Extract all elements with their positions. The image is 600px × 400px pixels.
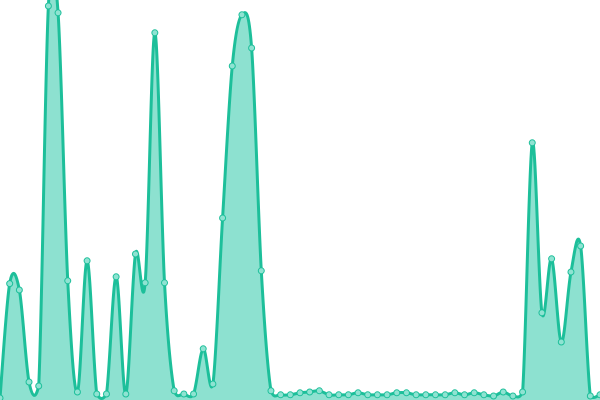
data-point-2 (15, 286, 23, 294)
data-point-60 (577, 242, 585, 250)
data-point-51 (490, 392, 498, 400)
data-point-57 (548, 255, 556, 263)
data-point-10 (93, 390, 101, 398)
data-point-47 (451, 389, 459, 397)
data-point-7 (64, 277, 72, 285)
data-point-44 (422, 391, 430, 399)
data-point-3 (25, 378, 33, 386)
data-point-19 (180, 390, 188, 398)
data-point-41 (393, 389, 401, 397)
data-point-26 (248, 44, 256, 52)
data-point-38 (364, 391, 372, 399)
data-point-25 (238, 11, 246, 19)
data-point-0 (0, 394, 4, 400)
data-point-30 (286, 391, 294, 399)
data-point-42 (402, 389, 410, 397)
data-point-8 (73, 388, 81, 396)
data-point-35 (335, 391, 343, 399)
data-point-9 (83, 257, 91, 265)
data-point-12 (112, 273, 120, 281)
data-point-21 (199, 345, 207, 353)
data-point-6 (54, 9, 62, 17)
data-point-16 (151, 29, 159, 37)
data-point-11 (102, 390, 110, 398)
data-point-28 (267, 387, 275, 395)
data-point-49 (470, 389, 478, 397)
data-point-55 (528, 139, 536, 147)
data-point-39 (373, 391, 381, 399)
data-point-56 (538, 309, 546, 317)
data-point-54 (519, 388, 527, 396)
data-point-24 (228, 62, 236, 70)
data-point-29 (277, 391, 285, 399)
data-point-13 (122, 390, 130, 398)
data-point-23 (219, 214, 227, 222)
data-point-5 (44, 2, 52, 10)
data-point-20 (190, 390, 198, 398)
data-point-46 (441, 391, 449, 399)
data-point-53 (509, 392, 517, 400)
data-point-18 (170, 387, 178, 395)
data-point-61 (586, 392, 594, 400)
data-point-43 (412, 391, 420, 399)
data-point-32 (306, 388, 314, 396)
data-point-4 (35, 382, 43, 390)
data-point-40 (383, 391, 391, 399)
data-point-58 (557, 338, 565, 346)
data-point-14 (131, 250, 139, 258)
data-point-45 (431, 391, 439, 399)
data-point-15 (141, 279, 149, 287)
data-point-62 (596, 391, 600, 399)
data-point-17 (161, 279, 169, 287)
data-point-33 (315, 387, 323, 395)
data-point-48 (461, 391, 469, 399)
data-point-59 (567, 268, 575, 276)
data-point-22 (209, 380, 217, 388)
data-point-52 (499, 388, 507, 396)
data-point-31 (296, 389, 304, 397)
data-point-34 (325, 391, 333, 399)
data-point-36 (344, 391, 352, 399)
data-point-37 (354, 389, 362, 397)
data-point-1 (6, 280, 14, 288)
data-point-27 (257, 267, 265, 275)
data-point-50 (480, 391, 488, 399)
